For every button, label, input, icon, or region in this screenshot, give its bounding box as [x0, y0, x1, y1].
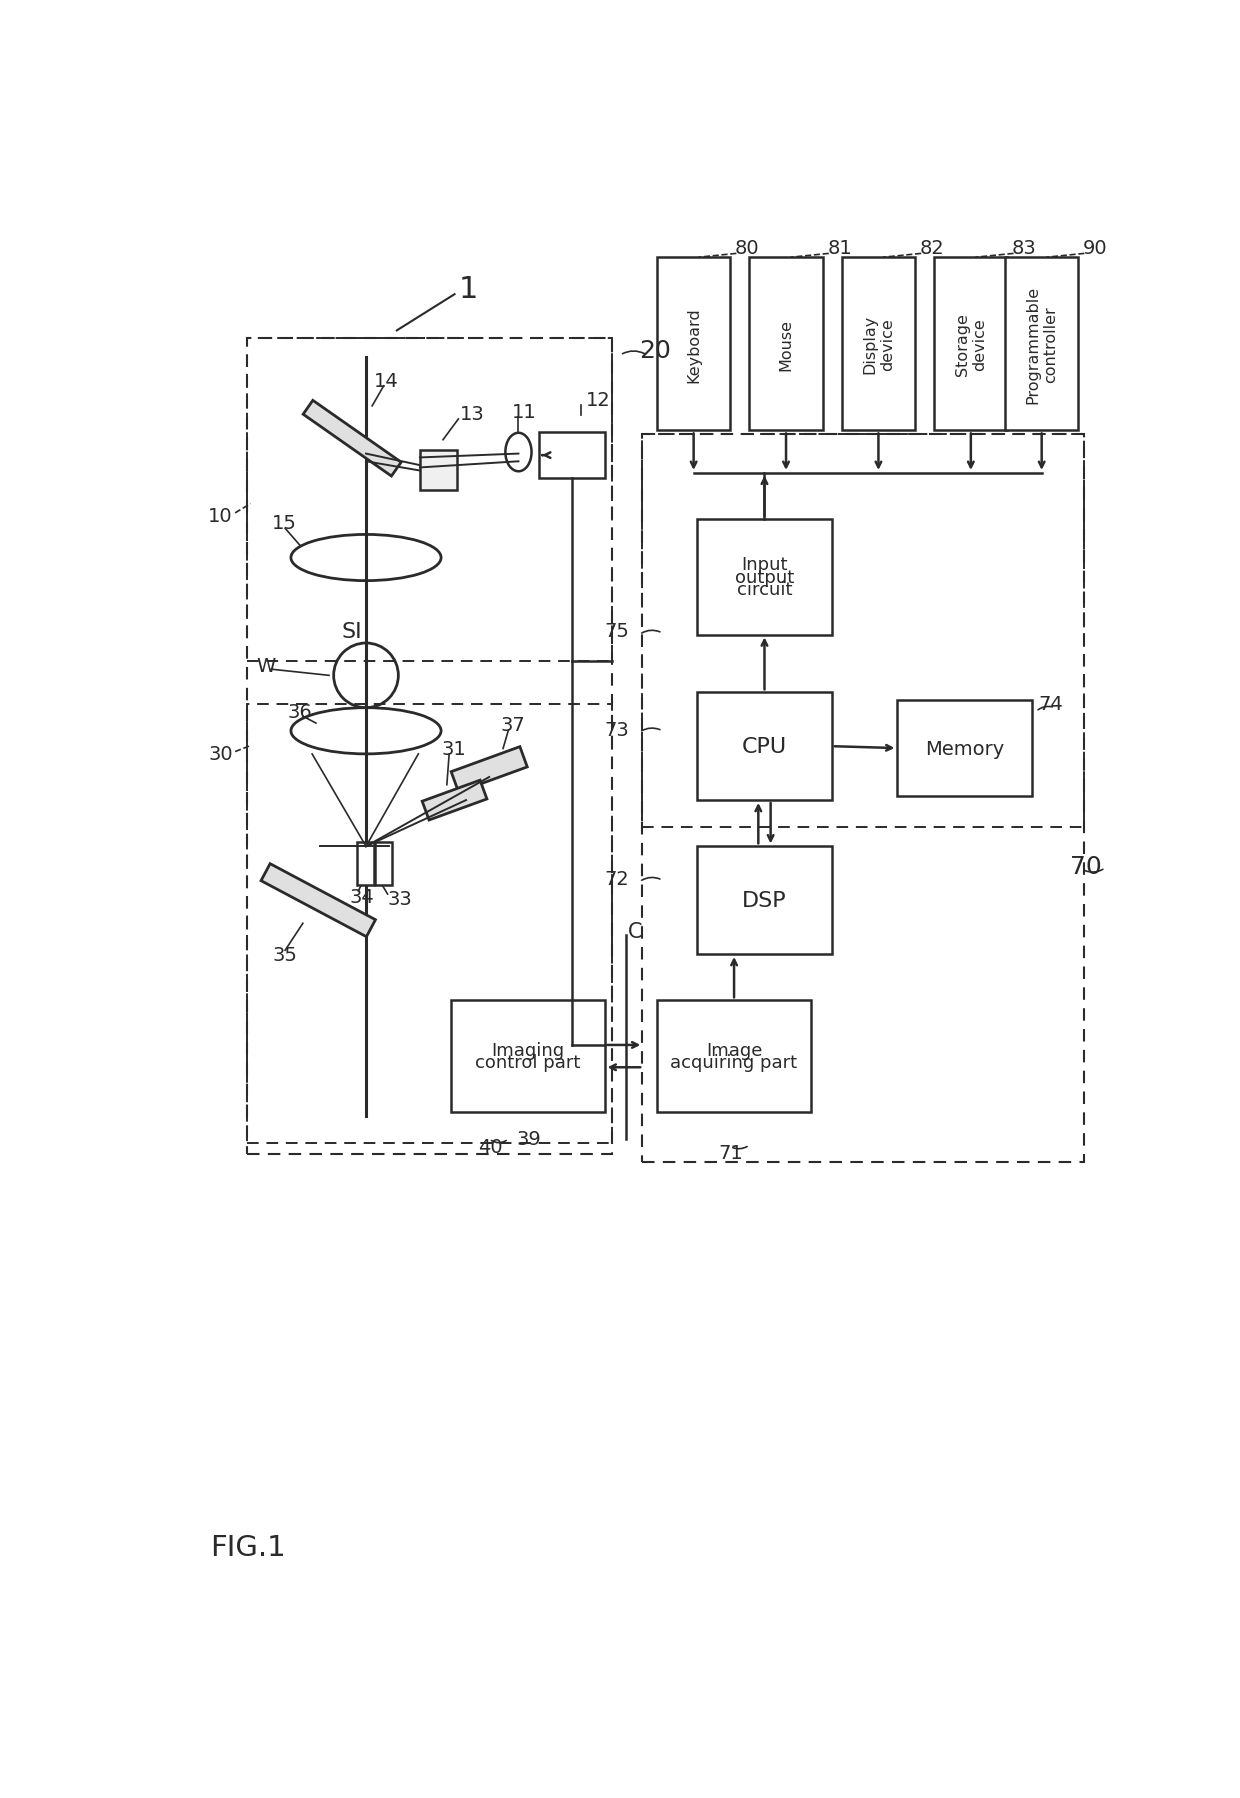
Text: 74: 74: [1038, 696, 1063, 714]
FancyBboxPatch shape: [539, 433, 605, 478]
FancyBboxPatch shape: [450, 1001, 605, 1113]
Text: Memory: Memory: [925, 739, 1004, 759]
Bar: [422, 780, 487, 820]
Text: 20: 20: [640, 338, 671, 363]
Text: Input: Input: [742, 556, 787, 574]
Text: 81: 81: [827, 239, 852, 257]
Text: acquiring part: acquiring part: [671, 1054, 797, 1072]
Text: 30: 30: [208, 744, 233, 764]
FancyBboxPatch shape: [657, 1001, 811, 1113]
Text: Programmable
controller: Programmable controller: [1025, 286, 1058, 405]
Text: 90: 90: [1083, 239, 1107, 257]
FancyBboxPatch shape: [1006, 259, 1079, 432]
FancyBboxPatch shape: [420, 451, 456, 491]
Text: SI: SI: [342, 622, 362, 642]
Text: Display
device: Display device: [862, 315, 894, 374]
FancyBboxPatch shape: [376, 843, 392, 885]
Text: 13: 13: [460, 405, 485, 424]
Text: 82: 82: [920, 239, 945, 257]
FancyBboxPatch shape: [657, 259, 730, 432]
Text: 71: 71: [719, 1144, 744, 1163]
Text: output: output: [735, 568, 794, 586]
Text: 72: 72: [605, 870, 630, 888]
Bar: [303, 401, 402, 476]
Text: 70: 70: [1070, 854, 1101, 877]
Text: CPU: CPU: [742, 737, 787, 757]
FancyBboxPatch shape: [842, 259, 915, 432]
Text: 34: 34: [350, 888, 373, 906]
Text: Imaging: Imaging: [491, 1041, 564, 1059]
Text: control part: control part: [475, 1054, 580, 1072]
Text: 40: 40: [477, 1138, 502, 1156]
FancyBboxPatch shape: [749, 259, 822, 432]
Text: circuit: circuit: [737, 581, 792, 599]
Bar: [451, 748, 527, 793]
FancyBboxPatch shape: [697, 520, 832, 635]
Text: 37: 37: [501, 716, 526, 735]
Text: 12: 12: [587, 390, 611, 410]
FancyBboxPatch shape: [934, 259, 1007, 432]
Text: Image: Image: [706, 1041, 763, 1059]
Text: 36: 36: [288, 703, 312, 721]
Text: 39: 39: [516, 1129, 541, 1149]
Text: 31: 31: [441, 739, 466, 759]
Text: 83: 83: [1012, 239, 1037, 257]
FancyBboxPatch shape: [697, 692, 832, 800]
Text: W: W: [257, 656, 277, 676]
Text: 1: 1: [459, 275, 477, 304]
Text: 80: 80: [735, 239, 759, 257]
FancyBboxPatch shape: [898, 701, 1032, 797]
Text: 15: 15: [272, 514, 296, 532]
Text: 35: 35: [272, 946, 296, 964]
FancyBboxPatch shape: [697, 847, 832, 955]
Text: Mouse: Mouse: [779, 318, 794, 370]
Text: 11: 11: [512, 403, 537, 421]
FancyBboxPatch shape: [357, 843, 373, 885]
Text: 10: 10: [208, 507, 233, 525]
Text: FIG.1: FIG.1: [211, 1534, 286, 1561]
Text: 75: 75: [604, 622, 630, 640]
Text: Storage
device: Storage device: [955, 313, 987, 376]
Text: C: C: [627, 921, 642, 942]
Text: 14: 14: [373, 372, 398, 390]
Text: 33: 33: [388, 890, 413, 908]
Text: Keyboard: Keyboard: [686, 307, 701, 383]
Bar: [262, 865, 376, 937]
Text: DSP: DSP: [743, 890, 787, 910]
Text: 73: 73: [605, 721, 630, 739]
